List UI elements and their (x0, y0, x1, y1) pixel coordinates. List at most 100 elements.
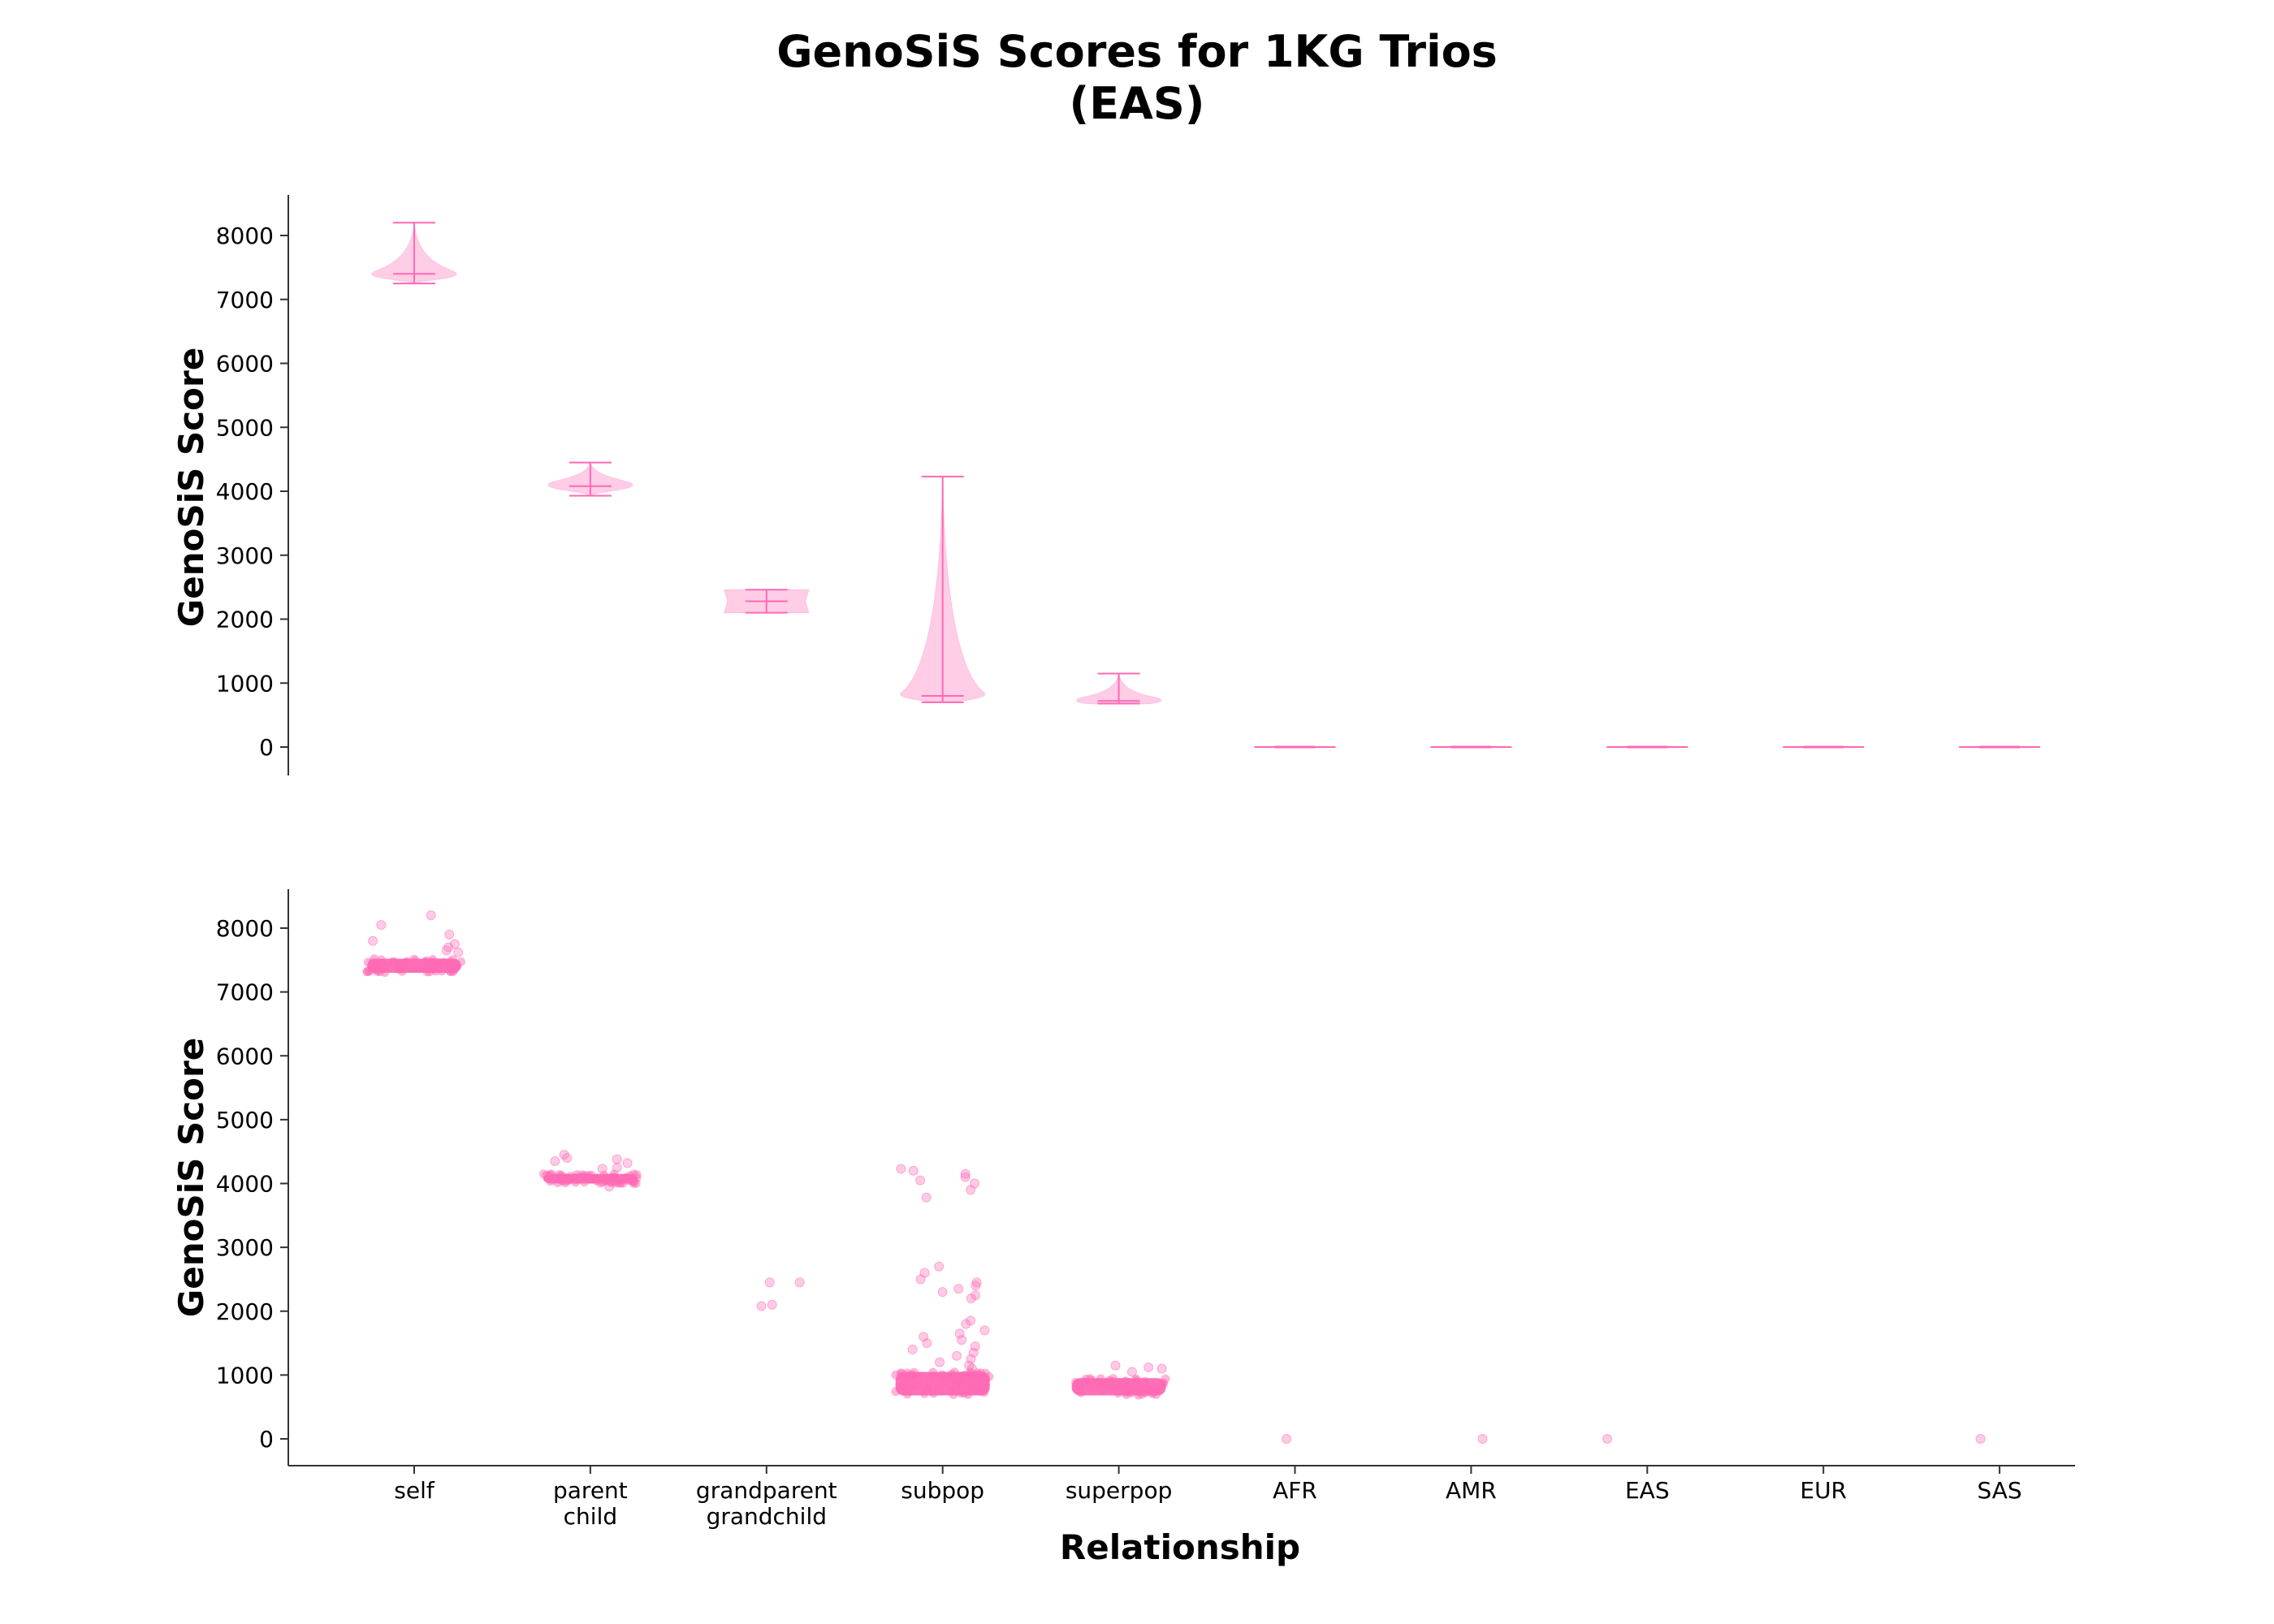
violin-panel: 0 1000 2000 3000 4000 5000 6000 7000 8000 (216, 195, 2041, 775)
strip-point (942, 1376, 952, 1386)
strip-point (951, 1377, 961, 1387)
strip-point (373, 967, 383, 977)
strip-series (1975, 1434, 1986, 1444)
y-tick-label: 4000 (216, 478, 274, 505)
strip-point (963, 1389, 973, 1399)
strip-point (921, 1192, 932, 1203)
strip-point (560, 1178, 570, 1188)
strip-point (928, 1389, 938, 1398)
strip-point (896, 1164, 906, 1174)
strip-point (444, 929, 455, 939)
strip-point (1096, 1378, 1106, 1388)
strip-point (960, 1168, 971, 1179)
strip-point (924, 1375, 934, 1384)
strip-point (1152, 1389, 1161, 1399)
strip-point (922, 1338, 932, 1349)
strip-point (453, 947, 464, 957)
strip-point (428, 964, 438, 974)
strip-point (984, 1371, 994, 1381)
strip-point (562, 1153, 573, 1164)
strip-point (1477, 1434, 1488, 1444)
strip-point (555, 1170, 564, 1180)
strip-point (915, 1274, 926, 1285)
strip-point (979, 1388, 989, 1397)
strip-point (756, 1301, 767, 1311)
strip-point (937, 1370, 947, 1380)
strip-point (376, 920, 387, 931)
strip-point (934, 1261, 945, 1272)
y-tick-label: 7000 (216, 979, 274, 1006)
strip-point (937, 1287, 948, 1298)
strip-point (426, 910, 436, 921)
strip-point (1108, 1384, 1118, 1394)
x-tick-label: EAS (1625, 1477, 1670, 1504)
strip-point (370, 954, 379, 964)
chart-title: GenoSiS Scores for 1KG Trios (776, 26, 1498, 77)
strip-point (935, 1357, 945, 1367)
chart-subtitle: (EAS) (1070, 78, 1205, 129)
strip-point (421, 957, 430, 967)
strip-point (592, 1176, 602, 1186)
strip-point (961, 1319, 971, 1329)
strip-point (538, 1169, 548, 1179)
x-tick-label: self (394, 1477, 435, 1504)
y-axis-label-top: GenoSiS Score (171, 348, 211, 627)
strip-point (427, 957, 437, 967)
strip-series (538, 1150, 642, 1192)
strip-point (1126, 1367, 1137, 1377)
strip-point (618, 1178, 628, 1188)
strip-point (1602, 1434, 1613, 1444)
y-tick-label: 5000 (216, 414, 274, 441)
strip-point (952, 1350, 962, 1361)
strip-point (1975, 1434, 1986, 1444)
strip-point (405, 962, 415, 972)
strip-series (891, 1164, 994, 1400)
y-tick-label: 6000 (216, 1043, 274, 1069)
y-tick-label: 8000 (216, 222, 274, 249)
x-tick-label: child (564, 1503, 617, 1530)
strip-point (597, 1164, 607, 1174)
strip-point (891, 1387, 901, 1397)
strip-point (764, 1277, 775, 1288)
strip-point (1281, 1434, 1291, 1444)
strip-point (612, 1154, 622, 1164)
strip-point (629, 1177, 638, 1186)
strip-point (902, 1368, 912, 1378)
x-tick-label: AMR (1446, 1477, 1497, 1504)
x-tick-label: AFR (1273, 1477, 1317, 1504)
strip-point (902, 1389, 912, 1399)
y-tick-label: 3000 (216, 1234, 274, 1261)
strip-point (910, 1367, 919, 1377)
strip-point (571, 1177, 581, 1187)
strip-point (456, 957, 466, 967)
strip-point (446, 966, 456, 976)
strip-point (409, 954, 419, 964)
x-tick-label: superpop (1066, 1477, 1173, 1504)
strip-point (1114, 1383, 1124, 1393)
x-tick-label: EUR (1800, 1477, 1847, 1504)
y-tick-label: 7000 (216, 287, 274, 313)
strip-point (947, 1369, 957, 1379)
x-tick-label: subpop (901, 1477, 984, 1504)
strip-point (550, 1155, 560, 1166)
y-tick-label: 0 (259, 734, 274, 761)
y-tick-label: 2000 (216, 1298, 274, 1325)
strip-point (1143, 1362, 1154, 1372)
strip-point (794, 1277, 805, 1288)
strip-point (397, 966, 407, 976)
strip-point (449, 939, 460, 949)
strip-point (1125, 1380, 1135, 1390)
y-tick-label: 3000 (216, 542, 274, 569)
strip-point (915, 1175, 926, 1186)
strip-series (1602, 1434, 1613, 1444)
strip-point (1131, 1374, 1141, 1384)
y-axis-label-bottom: GenoSiS Score (171, 1038, 211, 1317)
strip-point (1086, 1377, 1096, 1387)
strip-point (953, 1284, 964, 1294)
strip-point (972, 1385, 982, 1395)
strip-point (907, 1344, 918, 1354)
strip-point (922, 1384, 932, 1393)
strip-point (966, 1185, 976, 1195)
strip-point (1074, 1380, 1083, 1389)
